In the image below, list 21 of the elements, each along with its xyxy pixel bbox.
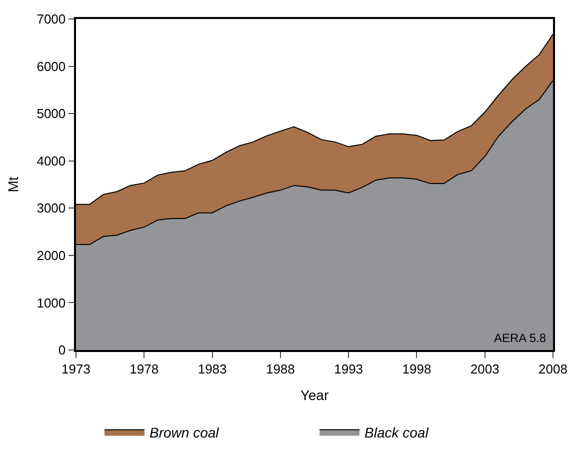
y-tick-label: 7000 [36, 12, 66, 27]
x-tick-label: 2008 [538, 361, 568, 376]
x-tick-label: 2003 [470, 361, 500, 376]
y-axis-title: Mt [4, 176, 21, 192]
y-tick-label: 3000 [36, 200, 66, 216]
y-tick-label: 0 [58, 342, 66, 358]
legend-label: Black coal [364, 424, 430, 440]
y-tick-label: 5000 [36, 106, 66, 122]
x-tick-label: 1983 [198, 361, 227, 376]
x-tick-label: 1993 [334, 361, 364, 376]
annotation: AERA 5.8 [494, 331, 546, 345]
x-axis-title: Year [300, 387, 329, 404]
x-tick-label: 1978 [130, 361, 159, 376]
x-tick-label: 1998 [402, 361, 432, 376]
x-tick-label: 1973 [62, 361, 90, 376]
y-tick-label: 1000 [36, 295, 66, 310]
y-tick-label: 2000 [36, 248, 66, 263]
x-tick-label: 1988 [266, 361, 295, 376]
legend-label: Brown coal [150, 424, 220, 440]
y-tick-label: 6000 [36, 58, 66, 74]
y-tick-label: 4000 [36, 153, 66, 168]
